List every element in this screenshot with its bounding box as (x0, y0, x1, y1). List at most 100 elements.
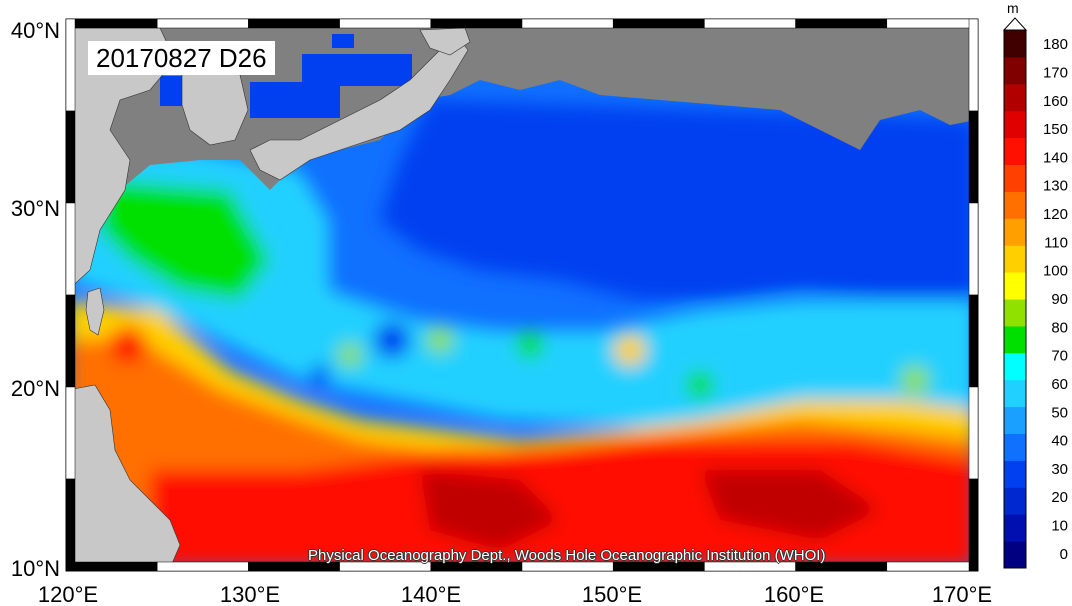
frame-band (886, 18, 979, 29)
colorbar-segment (1004, 460, 1026, 488)
frame-band (968, 386, 979, 480)
colorbar-extend-arrow (1002, 17, 1028, 31)
colorbar-segment (1004, 137, 1026, 165)
lon-tick-label: 140°E (401, 582, 461, 606)
colorbar-tick-label: 10 (1051, 518, 1068, 535)
colorbar-segment (1004, 299, 1026, 327)
frame-band (156, 561, 249, 572)
colorbar-segment (1004, 541, 1026, 569)
colorbar-segment (1004, 191, 1026, 219)
frame-band (430, 18, 523, 29)
colorbar-segment (1004, 245, 1026, 273)
ocean-patch (250, 82, 340, 118)
frame-band (65, 110, 76, 204)
warm-eddy (901, 366, 929, 394)
credit-text: Physical Oceanography Dept., Woods Hole … (308, 547, 826, 564)
lon-axis: 120°E 130°E 140°E 150°E 160°E 170°E (38, 582, 992, 606)
colorbar-tick-label: 40 (1051, 433, 1068, 450)
ocean-patch (302, 54, 412, 86)
lat-axis: 10°N 20°N 30°N 40°N (11, 18, 60, 581)
land-hokkaido (419, 28, 471, 56)
date-label: 20170827 D26 (88, 41, 275, 75)
frame-band (65, 478, 76, 572)
frame-band (65, 561, 158, 572)
cool-eddy (427, 327, 453, 353)
colorbar-tick-label: 0 (1060, 546, 1068, 563)
colorbar-tick-label: 70 (1051, 348, 1068, 365)
lon-tick-label: 160°E (764, 582, 824, 606)
cool-eddy (686, 371, 714, 399)
frame-band (248, 18, 340, 29)
colorbar-tick-label: 90 (1051, 291, 1068, 308)
lat-tick-label: 30°N (11, 196, 60, 221)
colorbar-tick-label: 140 (1043, 149, 1068, 166)
frame-band (156, 18, 249, 29)
colorbar-segment (1004, 83, 1026, 112)
colorbar-unit: m (1007, 0, 1019, 16)
colorbar-segment (1004, 379, 1026, 408)
colorbar-segment (1004, 164, 1026, 192)
green-band (100, 180, 270, 300)
colorbar-tick-label: 80 (1051, 319, 1068, 336)
colorbar: 0 10 20 30 40 50 60 70 80 90 100 110 120 130 140 150 160… (1002, 17, 1068, 569)
frame-band (795, 18, 888, 29)
frame-band (65, 18, 158, 29)
colorbar-tick-label: 150 (1043, 121, 1068, 138)
frame-band (968, 18, 979, 112)
land-japan (249, 39, 469, 181)
frame-band (968, 202, 979, 296)
colorbar-segment (1004, 56, 1026, 85)
deep-blue-region (380, 100, 976, 300)
colorbar-segment (1004, 433, 1026, 461)
colorbar-tick-label: 50 (1051, 404, 1068, 421)
frame-bands (65, 18, 979, 572)
cool-eddy (516, 331, 544, 359)
frame-band (612, 18, 705, 29)
colorbar-tick-label: 100 (1043, 263, 1068, 280)
deep-eddy (310, 365, 330, 385)
lat-tick-label: 10°N (11, 556, 60, 581)
darkred-patch (420, 470, 560, 550)
colorbar-tick-label: 30 (1051, 461, 1068, 478)
cyan-band (68, 150, 976, 440)
colorbar-segment (1004, 352, 1026, 381)
warm-eddy (110, 327, 146, 363)
colorbar-segment (1004, 272, 1026, 300)
colorbar-segment (1004, 30, 1026, 58)
colorbar-tick-label: 180 (1043, 36, 1068, 53)
lon-tick-label: 170°E (932, 582, 992, 606)
cool-eddy (338, 343, 362, 367)
colorbar-tick-label: 60 (1051, 376, 1068, 393)
land-taiwan (85, 287, 105, 336)
frame-band (65, 386, 76, 480)
colorbar-segment (1004, 110, 1026, 139)
frame-band (339, 18, 432, 29)
colorbar-segment (1004, 514, 1026, 542)
lat-tick-label: 20°N (11, 376, 60, 401)
colorbar-tick-label: 170 (1043, 64, 1068, 81)
deep-eddy (374, 322, 410, 358)
lon-tick-label: 150°E (582, 582, 642, 606)
warm-eddy (614, 334, 646, 366)
colorbar-segment (1004, 218, 1026, 246)
frame-band (65, 202, 76, 296)
colorbar-tick-label: 110 (1044, 234, 1068, 251)
colorbar-segment (1004, 487, 1026, 515)
colorbar-tick-label: 130 (1043, 178, 1068, 195)
land-philippines (68, 384, 181, 568)
ocean-patch (160, 76, 182, 106)
lat-tick-label: 40°N (11, 18, 60, 43)
colorbar-tick-label: 120 (1043, 206, 1068, 223)
darkred-patch-east (700, 470, 880, 540)
frame-band (704, 18, 796, 29)
colorbar-tick-label: 20 (1051, 489, 1068, 506)
colorbar-segment (1004, 406, 1026, 434)
colorbar-tick-label: 160 (1043, 93, 1068, 110)
lon-tick-label: 130°E (220, 582, 280, 606)
frame-band (65, 294, 76, 388)
frame-band (521, 18, 614, 29)
colorbar-segment (1004, 325, 1026, 354)
frame-band (65, 18, 76, 112)
lon-tick-label: 120°E (38, 582, 98, 606)
